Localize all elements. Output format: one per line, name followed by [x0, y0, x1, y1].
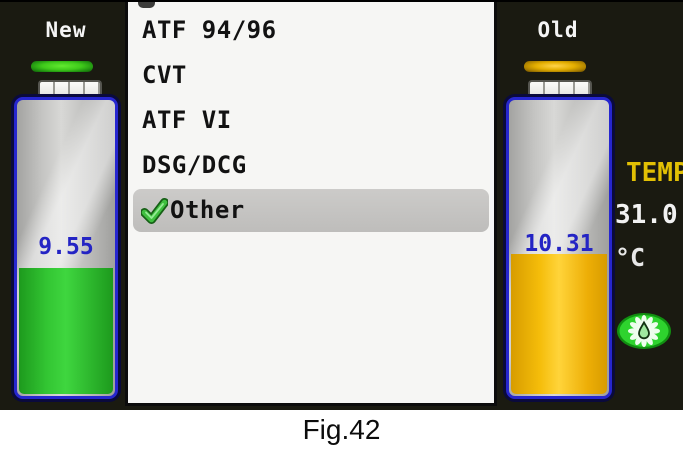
figure-caption: Fig.42 — [302, 413, 381, 445]
menu-item-cvt[interactable]: CVT — [142, 61, 187, 89]
menu-item-dsg-dcg[interactable]: DSG/DCG — [142, 151, 247, 179]
new-tank-bottle: 9.55 — [14, 97, 118, 399]
menu-item-label: Other — [170, 196, 245, 224]
menu-item-atf-vi[interactable]: ATF VI — [142, 106, 232, 134]
fluid-type-menu: ATF 94/96 CVT ATF VI DSG/DCG Other — [125, 2, 497, 406]
new-tank-value: 9.55 — [38, 234, 94, 260]
menu-item-atf-94-96[interactable]: ATF 94/96 — [142, 16, 277, 44]
temp-unit: °C — [615, 243, 646, 272]
old-fluid-level — [511, 254, 607, 394]
temp-label: TEMP — [626, 158, 683, 188]
oil-drop-spinner-icon — [617, 313, 671, 349]
green-checkmark-icon — [141, 198, 168, 224]
temp-value: 31.0 — [615, 200, 678, 230]
scrolled-item-fragment — [138, 2, 155, 8]
new-fluid-level — [19, 268, 113, 394]
old-tank-label: Old — [537, 18, 579, 42]
new-tank-indicator — [31, 61, 93, 72]
old-tank-cap — [528, 80, 592, 97]
old-tank-value: 10.31 — [524, 231, 594, 257]
menu-item-other[interactable]: Other — [133, 189, 489, 232]
new-tank-label: New — [45, 18, 87, 42]
caption-bar: Fig.42 — [0, 410, 683, 449]
new-tank-cap — [38, 80, 102, 97]
device-screen: New 9.55 Old 10.31 ATF 94/96 CVT ATF VI … — [0, 0, 683, 410]
old-tank-indicator — [524, 61, 586, 72]
old-tank-bottle: 10.31 — [506, 97, 612, 399]
